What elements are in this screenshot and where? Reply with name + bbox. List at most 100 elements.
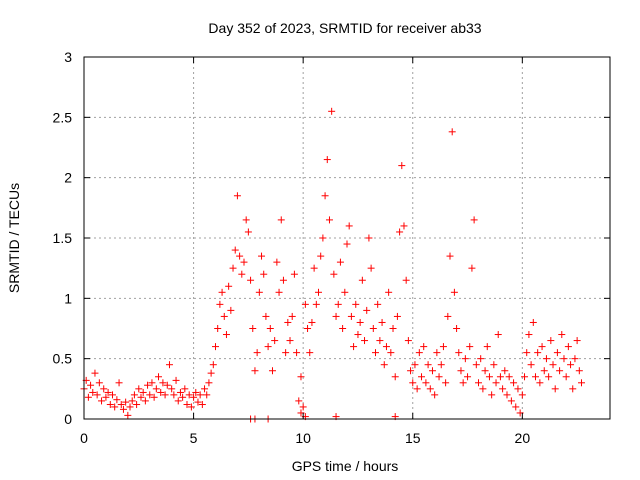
data-point (365, 234, 373, 242)
data-point (295, 397, 303, 405)
data-point (233, 192, 241, 200)
data-point (212, 343, 219, 351)
data-point (391, 373, 399, 381)
data-point (428, 367, 436, 375)
y-tick-label: 1.5 (53, 230, 73, 246)
data-point (400, 222, 408, 230)
data-point (275, 288, 283, 296)
data-point (220, 312, 228, 320)
data-point (264, 343, 272, 351)
data-point (227, 306, 235, 314)
data-point (290, 270, 298, 278)
data-point (207, 369, 215, 377)
data-point (150, 393, 158, 401)
data-point (413, 385, 421, 393)
data-point (277, 216, 285, 224)
data-point (339, 325, 347, 332)
data-point (170, 391, 178, 399)
data-point (442, 379, 450, 387)
data-point (345, 222, 353, 230)
data-point (523, 349, 531, 357)
data-point (424, 361, 432, 369)
data-point (222, 331, 230, 339)
data-point (343, 240, 351, 248)
data-point (282, 349, 290, 357)
data-point (255, 288, 263, 296)
data-point (323, 156, 331, 164)
data-point (152, 385, 160, 393)
data-point (354, 331, 362, 339)
data-point (249, 325, 257, 332)
x-tick-label: 0 (80, 430, 88, 446)
data-point (396, 228, 404, 236)
data-point (328, 107, 336, 115)
data-point (98, 397, 106, 405)
data-point (560, 355, 568, 363)
data-point (567, 361, 575, 369)
data-point (293, 349, 301, 357)
data-point (505, 373, 513, 381)
data-point (411, 361, 419, 369)
data-point (319, 234, 327, 242)
data-point (126, 403, 134, 411)
data-point (161, 391, 169, 399)
data-point (108, 391, 116, 399)
data-point (336, 258, 344, 266)
data-point (507, 397, 515, 405)
data-point (376, 337, 384, 345)
data-point (521, 373, 529, 381)
data-point (266, 325, 274, 332)
data-point (573, 337, 581, 345)
data-point (236, 252, 244, 260)
data-point (172, 376, 180, 384)
data-point (464, 373, 472, 381)
data-point (490, 361, 498, 369)
data-point (503, 391, 511, 399)
data-point (258, 252, 266, 260)
data-point (385, 288, 393, 296)
data-point (251, 367, 259, 375)
data-point (148, 379, 156, 387)
data-point (308, 318, 316, 326)
data-point (341, 288, 349, 296)
data-point (218, 288, 226, 296)
data-point (273, 258, 281, 266)
data-point (551, 385, 559, 393)
data-point (192, 388, 200, 396)
data-point (347, 312, 355, 320)
data-point (455, 349, 463, 357)
data-point (111, 403, 119, 411)
data-point (374, 300, 382, 308)
data-point (137, 393, 145, 401)
data-point (369, 325, 377, 332)
data-point (240, 258, 248, 266)
data-point (253, 349, 261, 357)
data-point (433, 349, 441, 357)
data-point (453, 325, 461, 332)
data-point (422, 379, 430, 387)
data-point (306, 349, 314, 357)
data-point (95, 379, 103, 387)
data-point (155, 373, 163, 381)
data-point (437, 361, 445, 369)
data-point (475, 379, 482, 387)
data-point (231, 246, 239, 254)
axis-ticks: 0 0.5 1 1.5 2 2.5 3 0 5 10 15 20 (53, 49, 610, 446)
data-point (420, 343, 428, 351)
data-point (238, 270, 246, 278)
data-point (418, 373, 426, 381)
data-point (179, 393, 187, 401)
data-point (564, 343, 572, 351)
data-point (415, 349, 423, 357)
data-point (518, 391, 526, 399)
data-point (516, 409, 524, 417)
data-point (187, 403, 195, 411)
data-point (356, 318, 364, 326)
data-point (165, 361, 173, 369)
data-point (494, 331, 502, 339)
data-point (444, 312, 452, 320)
data-point (299, 403, 307, 411)
data-point (404, 337, 412, 345)
grid-lines (84, 57, 610, 419)
y-tick-label: 1 (64, 290, 72, 306)
